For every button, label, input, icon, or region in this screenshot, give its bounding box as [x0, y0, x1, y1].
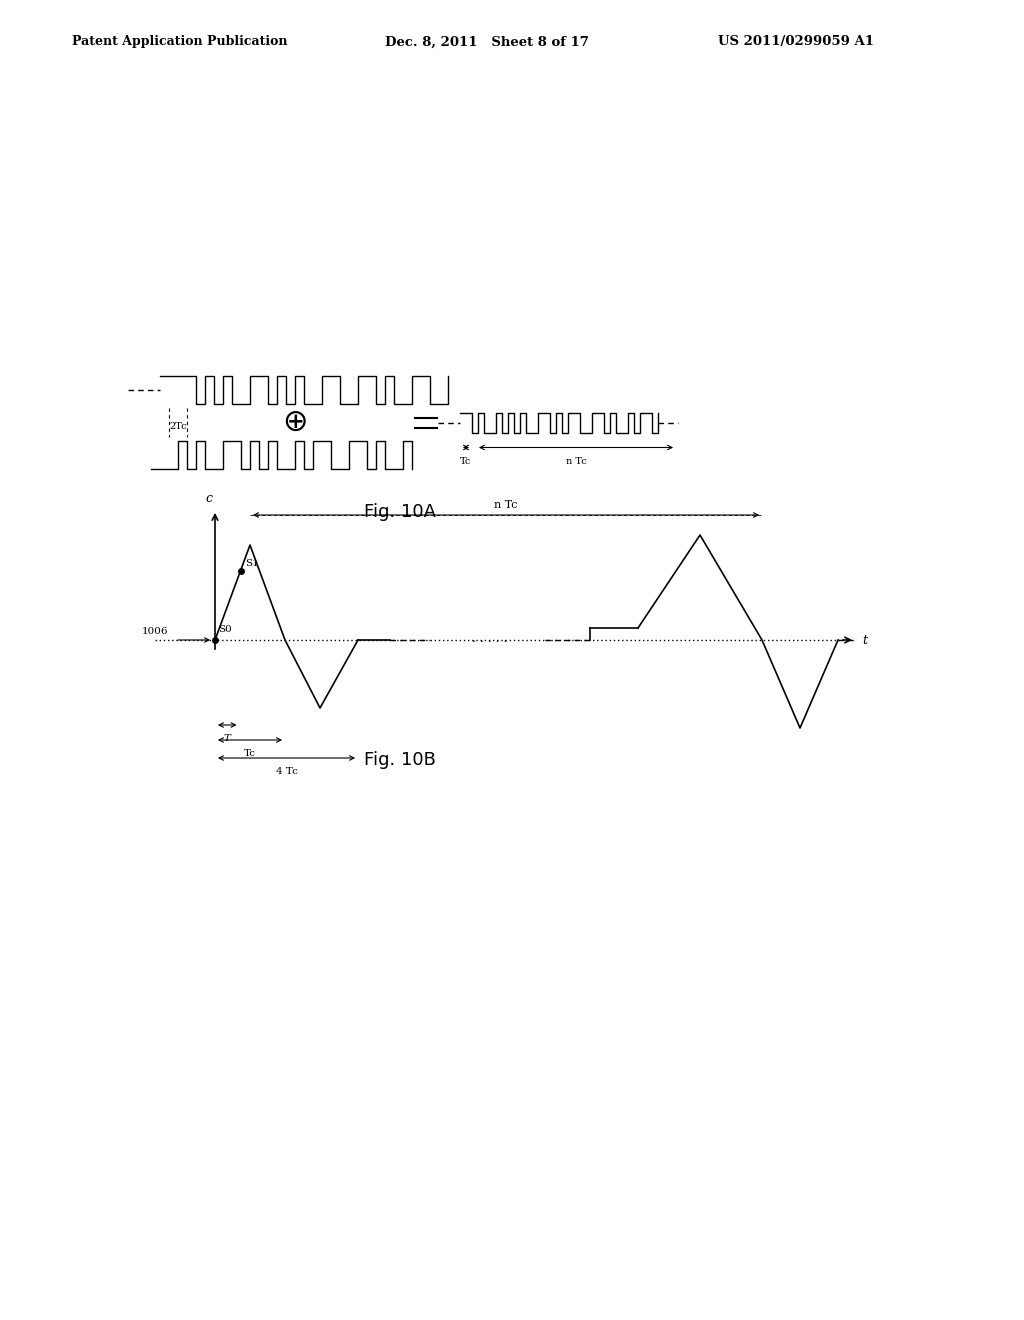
Text: Fig. 10A: Fig. 10A [364, 503, 436, 521]
Text: t: t [862, 634, 867, 647]
Text: Tc: Tc [461, 457, 472, 466]
Text: Dec. 8, 2011   Sheet 8 of 17: Dec. 8, 2011 Sheet 8 of 17 [385, 36, 589, 49]
Text: T: T [224, 734, 230, 743]
Text: c: c [206, 492, 213, 506]
Text: n Tc: n Tc [565, 457, 587, 466]
Text: Fig. 10B: Fig. 10B [365, 751, 436, 770]
Text: . . . . .: . . . . . [472, 631, 508, 644]
Text: S0: S0 [218, 624, 231, 634]
Text: US 2011/0299059 A1: US 2011/0299059 A1 [718, 36, 874, 49]
Text: Patent Application Publication: Patent Application Publication [72, 36, 288, 49]
Text: ⊕: ⊕ [283, 408, 308, 437]
Text: Tc: Tc [244, 748, 256, 758]
Text: 4 Tc: 4 Tc [275, 767, 297, 776]
Text: S1: S1 [246, 558, 259, 568]
Text: n Tc: n Tc [495, 500, 518, 510]
Text: 1006: 1006 [141, 627, 168, 636]
Text: 2Tc: 2Tc [169, 422, 186, 432]
